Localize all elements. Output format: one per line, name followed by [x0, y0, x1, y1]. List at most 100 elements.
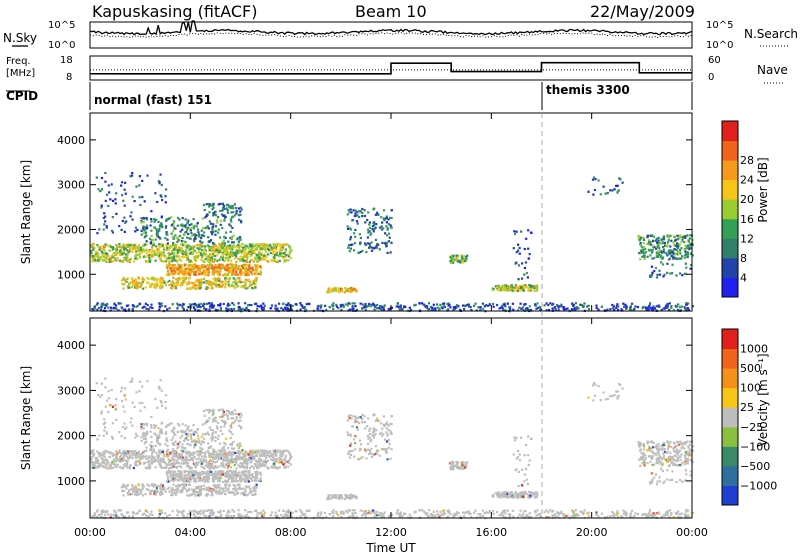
power-cell — [159, 251, 162, 254]
power-cell — [129, 249, 132, 252]
power-cell — [224, 280, 227, 283]
power-cell — [155, 278, 158, 281]
power-cell — [186, 256, 189, 259]
power-cell — [282, 257, 285, 260]
power-cell — [237, 214, 240, 217]
velocity-cell — [214, 491, 217, 494]
velocity-cell — [215, 484, 219, 487]
power-cell — [368, 221, 371, 224]
power-cell — [269, 252, 273, 255]
power-cell — [420, 302, 424, 305]
velocity-cell — [211, 456, 215, 460]
power-cell — [176, 240, 179, 243]
power-cell — [204, 252, 207, 255]
velocity-cell — [118, 449, 121, 452]
velocity-cell — [270, 452, 273, 455]
velocity-cell — [218, 474, 221, 477]
power-cell — [364, 242, 367, 245]
power-cell — [209, 257, 212, 260]
power-cell — [637, 234, 640, 237]
power-cell — [131, 244, 134, 247]
power-cell — [225, 207, 228, 210]
power-cell — [190, 227, 193, 230]
power-cell — [364, 243, 367, 246]
power-cell — [257, 272, 260, 275]
velocity-cell — [249, 477, 252, 480]
power-cell — [335, 303, 338, 306]
velocity-cell — [207, 478, 210, 481]
velocity-cell — [199, 479, 202, 482]
velocity-cell — [203, 455, 206, 458]
velocity-cell — [200, 465, 203, 468]
power-cell — [127, 244, 130, 247]
velocity-cell — [167, 458, 171, 461]
power-cell — [151, 244, 154, 247]
power-cell — [213, 266, 216, 269]
power-cell — [239, 236, 242, 239]
power-cell — [226, 260, 229, 263]
power-cell — [505, 286, 508, 289]
power-cell — [166, 281, 169, 284]
power-cell — [340, 287, 343, 291]
velocity-cell — [180, 470, 183, 473]
power-cell — [156, 248, 159, 251]
velocity-cell — [188, 454, 191, 458]
velocity-cell — [102, 465, 105, 468]
power-cell — [254, 258, 257, 261]
power-cell — [215, 285, 218, 288]
power-cell — [677, 303, 680, 306]
power-cell — [662, 246, 665, 249]
colorbar-segment — [722, 238, 738, 259]
power-cell — [238, 276, 241, 279]
velocity-cell — [210, 465, 214, 468]
power-cell — [231, 272, 234, 275]
velocity-cell — [163, 466, 166, 469]
velocity-cell — [176, 462, 179, 465]
power-cell — [452, 308, 455, 311]
power-cell — [241, 249, 244, 252]
power-cell — [129, 244, 132, 247]
power-cell — [219, 236, 222, 239]
power-cell — [243, 246, 246, 249]
power-cell — [228, 277, 231, 280]
velocity-cell — [240, 492, 243, 495]
power-cell — [368, 223, 371, 226]
power-cell — [534, 289, 537, 292]
power-cell — [172, 244, 175, 247]
power-cell — [123, 230, 126, 233]
power-cell — [236, 238, 239, 241]
power-cell — [517, 264, 520, 267]
velocity-cell — [284, 449, 287, 452]
velocity-cell — [91, 466, 94, 469]
velocity-cell — [236, 491, 240, 495]
velocity-cell — [205, 472, 208, 475]
velocity-cell — [218, 449, 221, 453]
velocity-cell — [196, 450, 199, 453]
power-cell — [658, 253, 661, 256]
velocity-cell — [168, 451, 171, 454]
velocity-cell — [236, 472, 239, 476]
velocity-cell — [176, 478, 179, 481]
power-cell — [244, 244, 247, 247]
power-cell — [496, 287, 499, 290]
power-cell — [576, 306, 579, 309]
power-cell — [142, 244, 145, 248]
power-cell — [349, 243, 352, 247]
power-cell — [395, 305, 398, 308]
velocity-cell — [160, 488, 163, 491]
power-cell — [222, 250, 225, 253]
power-cell — [165, 260, 168, 263]
velocity-cell — [254, 477, 258, 480]
power-cell — [239, 258, 242, 261]
velocity-cell — [190, 467, 193, 470]
velocity-cell — [242, 466, 245, 469]
velocity-cell — [288, 452, 291, 455]
velocity-cell — [238, 455, 241, 458]
velocity-cell — [189, 466, 192, 469]
power-cell — [390, 216, 393, 220]
power-cell — [496, 286, 499, 289]
power-cell — [688, 237, 691, 240]
power-cell — [523, 286, 526, 289]
power-cell — [192, 270, 195, 273]
